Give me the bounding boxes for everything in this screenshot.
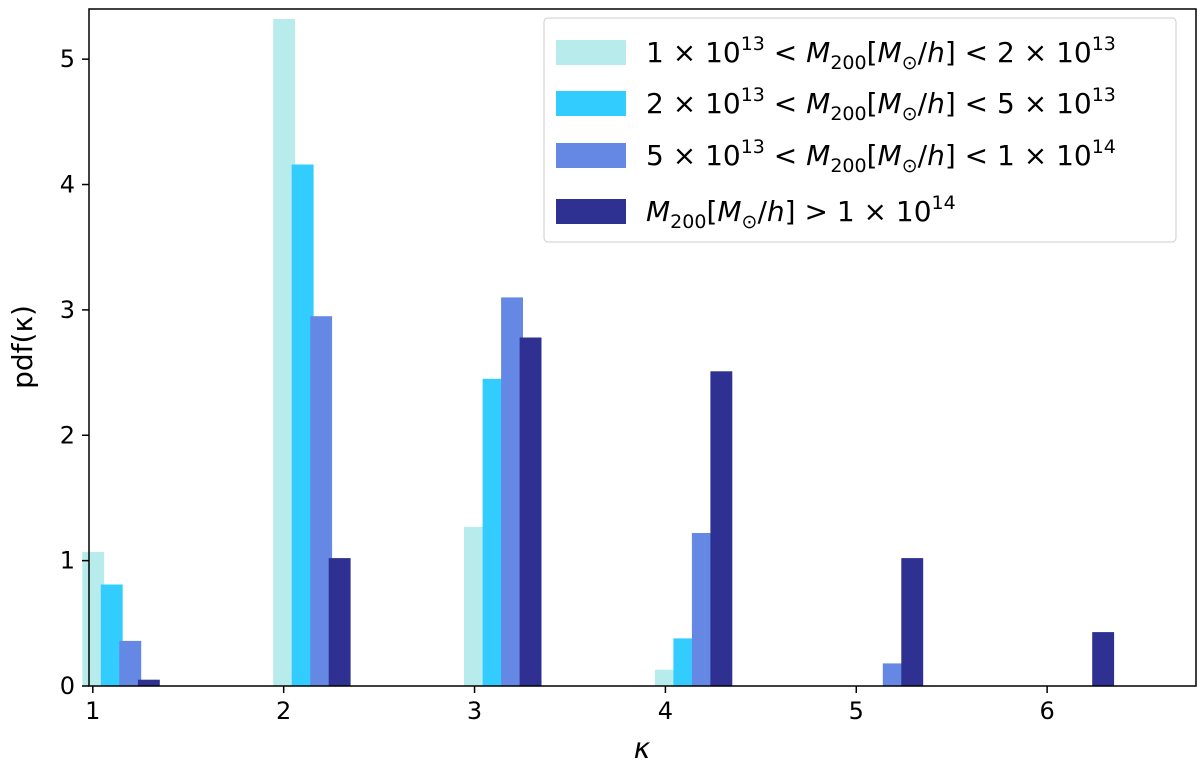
legend-box	[543, 17, 1177, 243]
bar-series4-k5	[901, 558, 924, 686]
bar-series2-k2	[291, 164, 314, 686]
x-tick-label-6: 6	[1039, 697, 1054, 725]
bar-series3-k3	[501, 297, 523, 686]
bars-group	[82, 19, 1115, 686]
legend-entry-1: 1 × 1013 < M200[M⊙/h] < 2 × 1013	[556, 33, 1116, 74]
bar-series1-k2	[273, 19, 296, 686]
bar-series4-k6	[1092, 632, 1115, 686]
y-axis-label: pdf(κ)	[6, 305, 39, 389]
x-tick-label-1: 1	[85, 697, 100, 725]
bar-series2-k3	[482, 378, 505, 686]
x-tick-label-5: 5	[849, 697, 864, 725]
bar-series3-k1	[119, 640, 142, 686]
bar-series1-k4	[654, 669, 677, 686]
y-tick-label-5: 5	[60, 45, 75, 73]
legend: 1 × 1013 < M200[M⊙/h] < 2 × 1013 2 × 101…	[543, 17, 1177, 243]
y-tick-label-2: 2	[60, 421, 75, 449]
legend-swatch-4	[556, 199, 626, 224]
bar-series4-k3	[519, 337, 542, 686]
bar-series3-k4	[691, 533, 714, 686]
x-axis: 1 2 3 4 5 6	[85, 686, 1055, 725]
y-tick-label-1: 1	[60, 547, 75, 575]
legend-swatch-3	[556, 143, 626, 168]
legend-swatch-2	[556, 91, 626, 116]
legend-entry-4: M200[M⊙/h] > 1 × 1014	[556, 192, 956, 233]
legend-label-1: 1 × 1013 < M200[M⊙/h] < 2 × 1013	[646, 33, 1116, 74]
x-tick-label-4: 4	[658, 697, 673, 725]
y-tick-label-3: 3	[60, 296, 75, 324]
legend-entry-3: 5 × 1013 < M200[M⊙/h] < 1 × 1014	[556, 136, 1116, 177]
y-axis: 0 1 2 3 4 5	[60, 45, 89, 700]
y-tick-label-0: 0	[60, 672, 75, 700]
bar-series4-k4	[710, 371, 733, 686]
bar-series3-k5	[882, 663, 905, 686]
bar-series1-k1	[82, 551, 105, 686]
bar-series2-k4	[673, 638, 696, 686]
y-tick-label-4: 4	[60, 171, 75, 199]
legend-label-4: M200[M⊙/h] > 1 × 1014	[646, 192, 956, 233]
bar-series2-k1	[100, 584, 123, 686]
bar-series4-k1	[137, 679, 160, 686]
x-tick-label-3: 3	[467, 697, 482, 725]
legend-entry-2: 2 × 1013 < M200[M⊙/h] < 5 × 1013	[556, 84, 1116, 125]
bar-series1-k3	[464, 526, 486, 686]
plot-frame	[88, 8, 1197, 687]
legend-label-3: 5 × 1013 < M200[M⊙/h] < 1 × 1014	[646, 136, 1116, 177]
bar-series3-k2	[310, 316, 333, 686]
bar-series4-k2	[328, 558, 351, 686]
x-tick-label-2: 2	[276, 697, 291, 725]
legend-label-2: 2 × 1013 < M200[M⊙/h] < 5 × 1013	[646, 84, 1116, 125]
x-axis-label: κ	[634, 732, 651, 765]
legend-swatch-1	[556, 40, 626, 65]
